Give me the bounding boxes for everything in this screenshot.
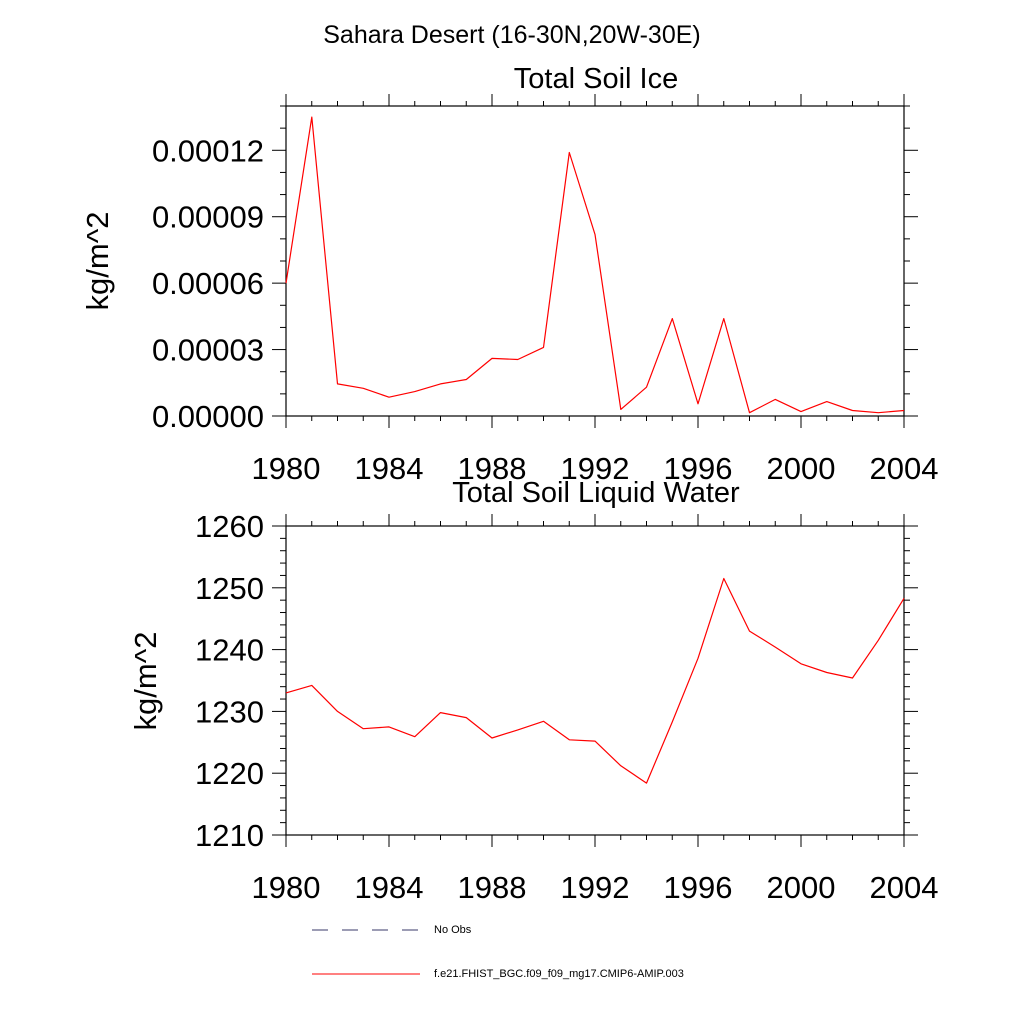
- y-axis-label: kg/m^2: [80, 212, 115, 311]
- plot-frame: [285, 105, 905, 417]
- x-tick-label: 1984: [355, 451, 424, 486]
- legend: No Obs f.e21.FHIST_BGC.f09_f09_mg17.CMIP…: [312, 924, 684, 980]
- x-tick-label: 1984: [355, 870, 424, 905]
- y-tick-label: 1210: [195, 818, 264, 853]
- y-tick-label: 0.00012: [152, 133, 264, 168]
- y-tick-label: 1250: [195, 571, 264, 606]
- x-tick-label: 2000: [767, 870, 836, 905]
- panel-total-soil-liquid-water: Total Soil Liquid Water kg/m^2 1980 1984 1…: [128, 477, 938, 905]
- y-tick-label: 1230: [195, 694, 264, 729]
- y-tick-label: 0.00000: [152, 399, 264, 434]
- y-tick-label: 1240: [195, 633, 264, 668]
- panel-total-soil-ice: Total Soil Ice kg/m^2 1980 1984 1988 1992 19…: [80, 63, 938, 486]
- x-tick-label: 1980: [252, 451, 321, 486]
- y-tick-label: 1260: [195, 509, 264, 544]
- x-tick-label: 1980: [252, 870, 321, 905]
- x-tick-label: 2004: [870, 451, 939, 486]
- legend-label-model: f.e21.FHIST_BGC.f09_f09_mg17.CMIP6-AMIP.…: [434, 968, 684, 980]
- panel-title: Total Soil Ice: [514, 63, 678, 95]
- page-title: Sahara Desert (16-30N,20W-30E): [323, 21, 701, 49]
- panel-title: Total Soil Liquid Water: [452, 477, 740, 509]
- x-tick-label: 1996: [664, 451, 733, 486]
- x-tick-label: 1992: [561, 451, 630, 486]
- y-tick-label: 0.00003: [152, 333, 264, 368]
- x-tick-label: 2000: [767, 451, 836, 486]
- x-tick-label: 2004: [870, 870, 939, 905]
- y-axis-label: kg/m^2: [128, 632, 163, 731]
- y-tick-label: 1220: [195, 756, 264, 791]
- x-tick-label: 1988: [458, 451, 527, 486]
- x-tick-label: 1996: [664, 870, 733, 905]
- series-line: [285, 577, 905, 784]
- legend-label-no-obs: No Obs: [434, 924, 472, 936]
- y-tick-label: 0.00006: [152, 266, 264, 301]
- y-tick-label: 0.00009: [152, 200, 264, 235]
- plot-frame: [285, 525, 905, 836]
- series-line: [285, 116, 905, 414]
- x-tick-label: 1988: [458, 870, 527, 905]
- x-tick-label: 1992: [561, 870, 630, 905]
